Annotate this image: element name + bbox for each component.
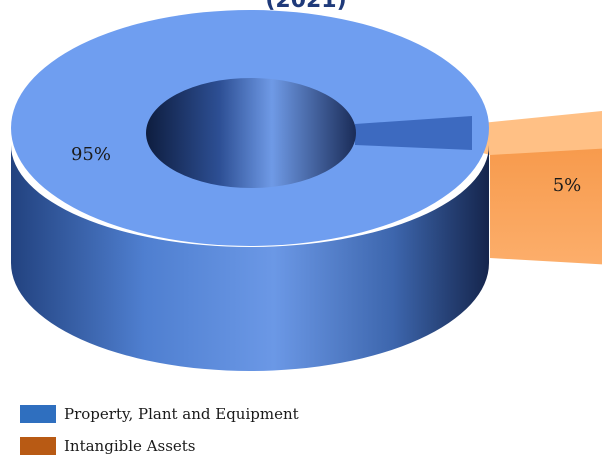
legend-item-intangible: Intangible Assets xyxy=(20,432,580,460)
legend-swatch-intangible xyxy=(20,437,56,455)
slice-intangible-side xyxy=(490,145,602,265)
legend-label-ppe: Property, Plant and Equipment xyxy=(64,405,299,423)
data-label-ppe: 95% xyxy=(71,144,111,165)
slice-intangible-assets xyxy=(472,111,602,265)
legend-swatch-ppe xyxy=(20,405,56,423)
legend-label-intangible: Intangible Assets xyxy=(64,437,196,455)
chart-title: (2021) xyxy=(265,0,346,13)
chart-legend: Property, Plant and Equipment Intangible… xyxy=(20,400,580,464)
slice-ppe-cut xyxy=(355,116,472,150)
data-label-intangible: 5% xyxy=(553,175,582,196)
donut-hole xyxy=(146,78,356,188)
slice-intangible-top xyxy=(472,111,602,155)
slice-property-plant-equipment xyxy=(11,10,489,371)
legend-item-ppe: Property, Plant and Equipment xyxy=(20,400,580,428)
slice-ppe-side xyxy=(11,145,489,371)
